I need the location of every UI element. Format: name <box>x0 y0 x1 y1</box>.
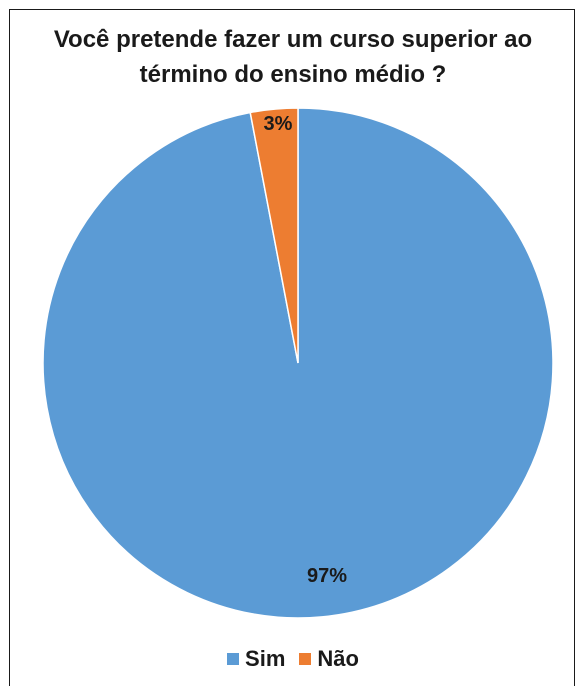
chart-title-line-2: término do ensino médio ? <box>139 61 447 88</box>
chart-title: Você pretende fazer um curso superior ao… <box>0 22 586 92</box>
pie-slice-nao <box>249 107 299 364</box>
chart-legend: Sim Não <box>0 646 586 672</box>
legend-swatch-nao <box>299 653 312 665</box>
legend-swatch-sim <box>227 653 240 665</box>
legend-label-nao: Não <box>317 646 359 671</box>
legend-item-sim: Sim <box>227 646 285 672</box>
data-label-nao: 3% <box>264 113 293 135</box>
legend-label-sim: Sim <box>245 646 286 671</box>
chart-title-line-1: Você pretende fazer um curso superior ao <box>53 26 533 53</box>
data-label-sim: 97% <box>307 565 347 587</box>
legend-item-nao: Não <box>299 646 359 672</box>
